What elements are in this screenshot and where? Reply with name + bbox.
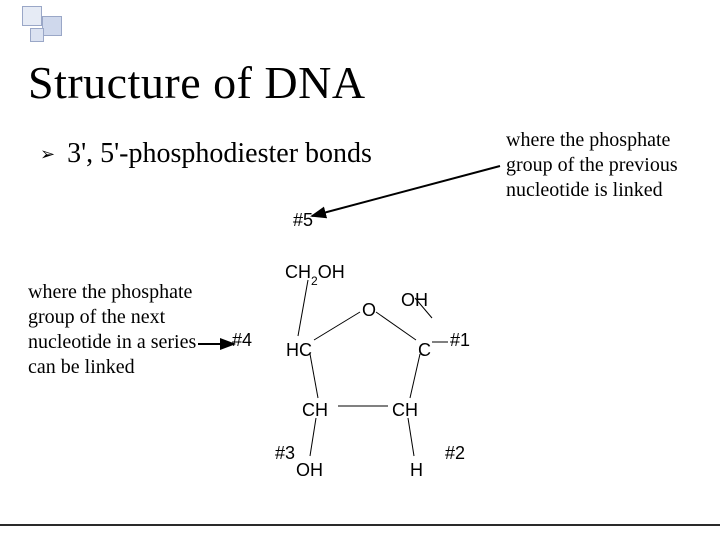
slide-title: Structure of DNA bbox=[28, 56, 366, 109]
atom-oh-top: OH bbox=[401, 290, 428, 311]
ring-position-3-label: #3 bbox=[275, 443, 295, 464]
slide-decoration-box bbox=[42, 16, 62, 36]
atom-ch2oh: CH2OH bbox=[285, 262, 345, 286]
atom-o-ring: O bbox=[362, 300, 376, 321]
atom-ch-lowerleft: CH bbox=[302, 400, 328, 421]
atom-c-right: C bbox=[418, 340, 431, 361]
slide-decoration-box bbox=[30, 28, 44, 42]
bullet-marker-icon: ➢ bbox=[40, 144, 55, 165]
ring-position-5-label: #5 bbox=[293, 210, 313, 231]
atom-oh-bottom: OH bbox=[296, 460, 323, 481]
atom-ch-lowerright: CH bbox=[392, 400, 418, 421]
caption-previous-nucleotide: where the phosphate group of the previou… bbox=[506, 128, 696, 203]
atom-h-bottom: H bbox=[410, 460, 423, 481]
slide-decoration-box bbox=[22, 6, 42, 26]
ring-position-2-label: #2 bbox=[445, 443, 465, 464]
bullet-item: ➢ 3', 5'-phosphodiester bonds bbox=[40, 138, 372, 170]
slide-footer-line bbox=[0, 524, 720, 526]
caption-next-nucleotide: where the phosphate group of the next nu… bbox=[28, 280, 203, 380]
bullet-text: 3', 5'-phosphodiester bonds bbox=[67, 138, 372, 170]
atom-hc-left: HC bbox=[286, 340, 312, 361]
ring-position-4-label: #4 bbox=[232, 330, 252, 351]
ring-position-1-label: #1 bbox=[450, 330, 470, 351]
